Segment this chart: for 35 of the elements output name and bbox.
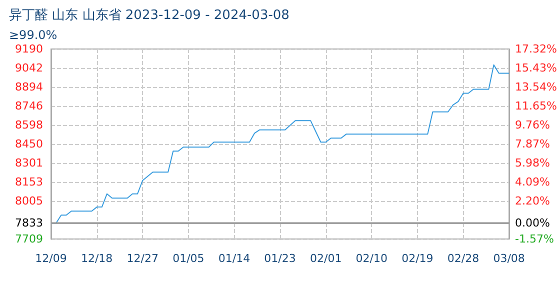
y2-tick-label: 5.98% — [515, 156, 550, 170]
y-tick-label: 8005 — [15, 194, 43, 208]
x-tick-label: 03/08 — [493, 252, 525, 265]
y-tick-label: 9190 — [15, 42, 43, 56]
x-tick-label: 02/10 — [356, 252, 388, 265]
y-tick-label: 8598 — [15, 118, 43, 132]
x-tick-label: 12/27 — [126, 252, 158, 265]
chart-title: 异丁醛 山东 山东省 2023-12-09 - 2024-03-08 — [9, 8, 290, 23]
x-tick-label: 01/05 — [172, 252, 204, 265]
x-tick-label: 02/19 — [402, 252, 434, 265]
y2-tick-label: 13.54% — [515, 80, 558, 94]
y-tick-label: 8450 — [15, 137, 43, 150]
x-tick-label: 01/23 — [264, 252, 296, 265]
y-tick-label: 8746 — [15, 99, 43, 112]
y-tick-label: 8153 — [15, 176, 43, 189]
y2-tick-label: 15.43% — [515, 62, 558, 75]
y2-tick-label: 17.32% — [515, 42, 558, 56]
y-tick-label: 7833 — [15, 216, 43, 230]
x-tick-label: 12/18 — [80, 252, 113, 265]
y-tick-label: 8894 — [15, 80, 43, 94]
y2-tick-label: 11.65% — [515, 100, 558, 113]
x-tick-label: 01/14 — [218, 252, 250, 265]
chart-subtitle: ≥99.0% — [9, 28, 58, 42]
y2-tick-label: -1.57% — [515, 232, 554, 246]
y-tick-label: 8301 — [15, 156, 43, 170]
y2-tick-label: 4.09% — [515, 176, 550, 189]
y2-tick-label: 0.00% — [515, 216, 550, 230]
y-tick-label: 9042 — [15, 61, 43, 74]
y2-tick-label: 9.76% — [515, 118, 550, 132]
x-tick-label: 02/01 — [310, 252, 342, 265]
x-tick-label: 02/28 — [447, 252, 480, 265]
x-tick-label: 12/09 — [35, 252, 67, 265]
y2-tick-label: 2.20% — [515, 194, 550, 208]
y-tick-label: 7709 — [15, 232, 43, 246]
y2-tick-label: 7.87% — [515, 138, 550, 151]
